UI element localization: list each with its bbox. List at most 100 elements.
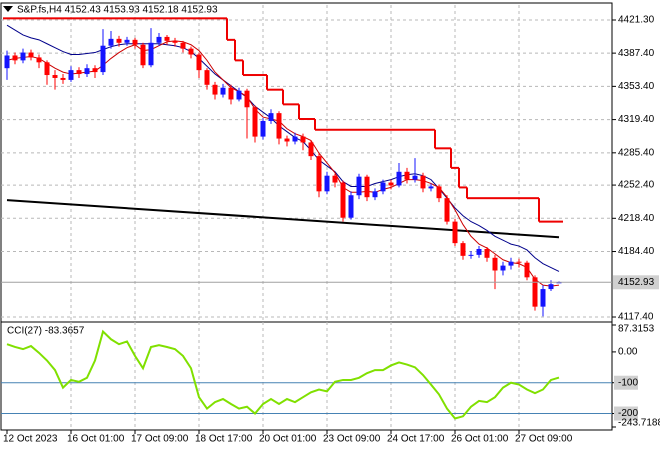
candle-body <box>308 142 314 157</box>
candle-body <box>44 62 50 76</box>
candle-body <box>412 175 418 180</box>
candle-body <box>124 39 130 43</box>
candle-body <box>180 42 186 49</box>
candle-body <box>260 120 266 137</box>
moving-average <box>6 24 560 272</box>
candle-body <box>68 70 74 80</box>
candle-body <box>100 45 106 73</box>
level-label-box <box>614 375 638 390</box>
candle-body <box>132 39 138 45</box>
candle-body <box>404 171 410 180</box>
candle-body <box>52 75 58 78</box>
candle-body <box>428 186 434 189</box>
candle-body <box>500 265 506 271</box>
candle-body <box>172 40 178 43</box>
candle-body <box>244 90 250 108</box>
candle-body <box>356 176 362 196</box>
candle-body <box>268 113 274 121</box>
candle-body <box>380 182 386 192</box>
candle-body <box>348 195 354 218</box>
candle-body <box>228 87 234 100</box>
y-tick-label: 4353.40 <box>618 81 655 92</box>
candle-body <box>36 57 42 63</box>
candle-body <box>540 289 546 307</box>
x-tick-label: 18 Oct 17:00 <box>195 434 253 445</box>
price-header: S&P.fs,H4 4152.43 4153.93 4152.18 4152.9… <box>17 5 218 16</box>
y-tick-label: 4387.40 <box>618 48 655 59</box>
candle-body <box>460 243 466 256</box>
x-tick-label: 16 Oct 01:00 <box>67 434 125 445</box>
candle-body <box>188 48 194 55</box>
y-tick-label: 4252.40 <box>618 180 655 191</box>
y-tick-label: 0.00 <box>618 347 638 358</box>
candle-body <box>300 136 306 143</box>
candle-body <box>84 68 90 75</box>
y-tick-label: 4421.30 <box>618 15 655 26</box>
candle-body <box>516 261 522 263</box>
candle-body <box>60 77 66 80</box>
y-tick-label: 4319.40 <box>618 114 655 125</box>
candle-body <box>156 36 162 43</box>
candle-body <box>396 171 402 186</box>
candle-body <box>236 90 242 100</box>
candle-body <box>364 176 370 198</box>
candle-body <box>388 182 394 186</box>
y-tick-label: 4184.40 <box>618 246 655 257</box>
candle-body <box>452 221 458 244</box>
candle-body <box>508 261 514 266</box>
x-tick-label: 26 Oct 01:00 <box>451 434 509 445</box>
candle-body <box>420 175 426 189</box>
candle-body <box>276 113 282 139</box>
candle-body <box>252 107 258 137</box>
candle-body <box>148 42 154 66</box>
cci-line <box>6 329 560 420</box>
candle-body <box>116 38 122 43</box>
candle-body <box>468 254 474 256</box>
candle-body <box>220 87 226 95</box>
moving-average <box>6 40 560 287</box>
current-price-label: 4152.93 <box>618 277 655 288</box>
y-tick-label: 4285.40 <box>618 147 655 158</box>
level-label-box <box>614 406 638 421</box>
candle-body <box>340 182 346 218</box>
cci-header: CCI(27) -83.3657 <box>7 326 85 337</box>
candle-body <box>108 38 114 46</box>
candle-body <box>532 277 538 307</box>
y-tick-label: 4117.40 <box>618 312 654 323</box>
candle-body <box>292 136 298 142</box>
cci-panel-frame <box>0 321 613 431</box>
current-price-box <box>613 275 659 290</box>
y-tick-label: 4218.40 <box>618 213 655 224</box>
y-tick-label: -243.7188 <box>618 418 660 429</box>
menu-triangle <box>3 6 13 12</box>
y-tick-label: 87.3153 <box>618 324 655 335</box>
candle-body <box>164 36 170 41</box>
candle-body <box>316 156 322 192</box>
candle-body <box>76 70 82 75</box>
candle-body <box>324 175 330 192</box>
candle-body <box>436 186 442 199</box>
candle-body <box>28 52 34 58</box>
candle-body <box>12 55 18 61</box>
candle-body <box>332 175 338 183</box>
y-tick-label: -200 <box>618 408 638 419</box>
x-tick-label: 27 Oct 09:00 <box>515 434 573 445</box>
candle-body <box>524 262 530 278</box>
candle-body <box>196 54 202 71</box>
candle-body <box>284 138 290 142</box>
candle-body <box>548 284 554 290</box>
candle-body <box>92 68 98 73</box>
x-tick-label: 17 Oct 09:00 <box>131 434 189 445</box>
candle-body <box>140 44 146 66</box>
candle-body <box>20 52 26 61</box>
candle-body <box>4 55 10 69</box>
candle-body <box>204 70 210 85</box>
candle-body <box>372 191 378 198</box>
candle-body <box>476 248 482 255</box>
candle-body <box>484 248 490 258</box>
x-tick-label: 12 Oct 2023 <box>3 434 58 445</box>
y-tick-label: -100 <box>618 377 638 388</box>
